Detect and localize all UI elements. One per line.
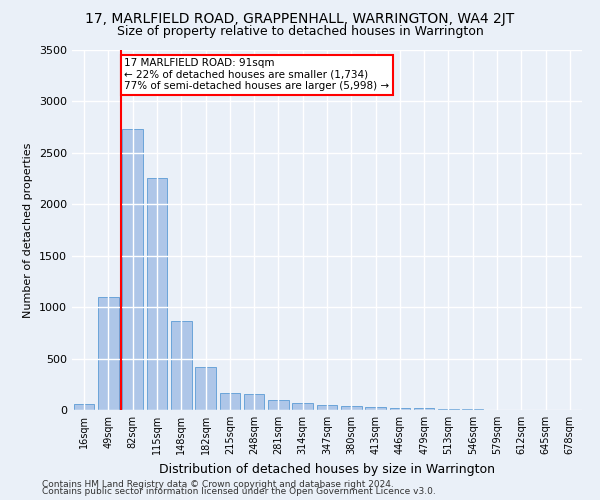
Bar: [244, 394, 265, 410]
Bar: [341, 406, 362, 410]
Bar: [220, 392, 240, 410]
Bar: [292, 404, 313, 410]
Text: 17 MARLFIELD ROAD: 91sqm
← 22% of detached houses are smaller (1,734)
77% of sem: 17 MARLFIELD ROAD: 91sqm ← 22% of detach…: [124, 58, 389, 92]
Text: Size of property relative to detached houses in Warrington: Size of property relative to detached ho…: [116, 25, 484, 38]
Bar: [146, 178, 167, 410]
Bar: [74, 404, 94, 410]
Bar: [414, 408, 434, 410]
Bar: [171, 320, 191, 410]
Bar: [98, 297, 119, 410]
Bar: [268, 400, 289, 410]
Y-axis label: Number of detached properties: Number of detached properties: [23, 142, 34, 318]
Bar: [317, 405, 337, 410]
Bar: [122, 129, 143, 410]
Text: Contains HM Land Registry data © Crown copyright and database right 2024.: Contains HM Land Registry data © Crown c…: [42, 480, 394, 489]
Text: Contains public sector information licensed under the Open Government Licence v3: Contains public sector information licen…: [42, 488, 436, 496]
Text: 17, MARLFIELD ROAD, GRAPPENHALL, WARRINGTON, WA4 2JT: 17, MARLFIELD ROAD, GRAPPENHALL, WARRING…: [85, 12, 515, 26]
Bar: [389, 408, 410, 410]
X-axis label: Distribution of detached houses by size in Warrington: Distribution of detached houses by size …: [159, 462, 495, 475]
Bar: [438, 409, 459, 410]
Bar: [195, 368, 216, 410]
Bar: [365, 407, 386, 410]
